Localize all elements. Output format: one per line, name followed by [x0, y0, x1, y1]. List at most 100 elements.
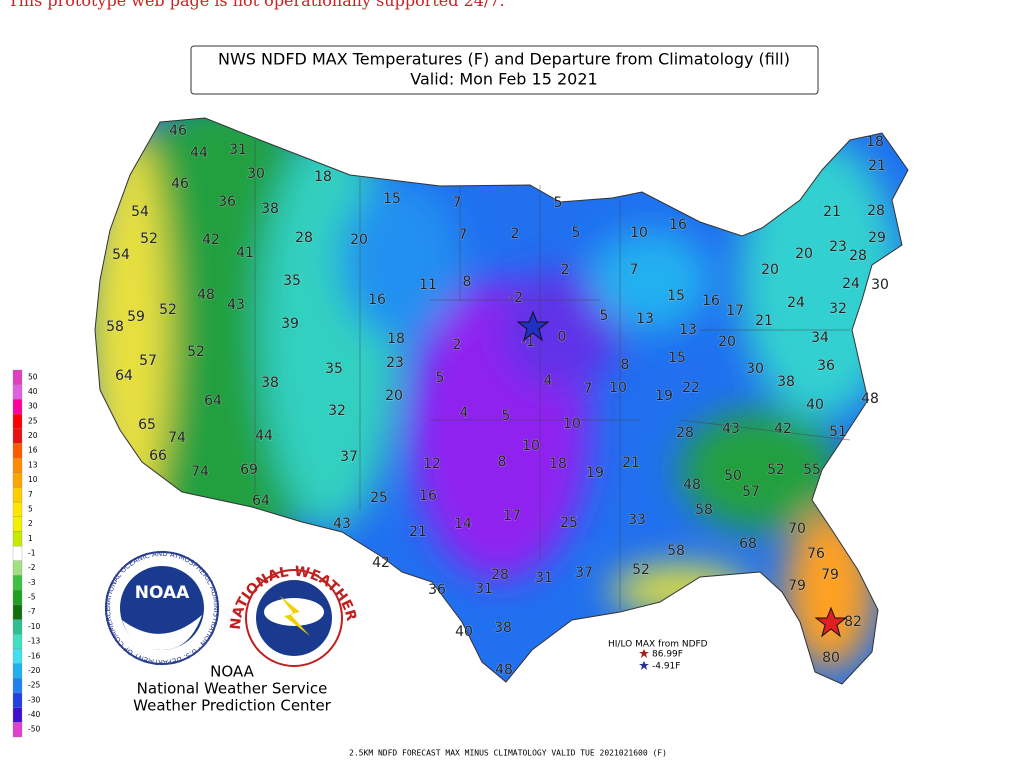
legend-swatch	[12, 487, 23, 503]
hilo-low: -4.91F	[652, 662, 680, 672]
temperature-label: 21	[755, 313, 773, 329]
hilo-box: HI/LO MAX from NDFD 86.99F -4.91F	[608, 640, 708, 672]
temperature-label: 79	[821, 567, 839, 583]
legend-swatch	[12, 413, 23, 429]
temperature-label: 20	[761, 262, 779, 278]
temperature-label: 28	[867, 203, 885, 219]
temperature-label: 10	[609, 380, 627, 396]
title: NWS NDFD MAX Temperatures (F) and Depart…	[218, 50, 790, 69]
temperature-label: 40	[806, 397, 824, 413]
temperature-label: 23	[386, 355, 404, 371]
temperature-label: 30	[247, 166, 265, 182]
temperature-label: 34	[811, 330, 829, 346]
legend-label: 40	[28, 387, 38, 396]
temperature-label: 38	[261, 201, 279, 217]
noaa-logo-text: NOAA	[135, 583, 190, 603]
legend-swatch	[12, 634, 23, 650]
legend-swatch	[12, 457, 23, 473]
temperature-label: 4	[460, 405, 469, 421]
temperature-label: 5	[554, 195, 563, 211]
temperature-label: 16	[669, 217, 687, 233]
temperature-label: 66	[149, 448, 167, 464]
temperature-label: 8	[498, 454, 507, 470]
temperature-label: 58	[106, 319, 124, 335]
legend-label: -7	[28, 607, 36, 616]
temperature-label: 18	[387, 331, 405, 347]
legend-swatch	[12, 692, 23, 708]
temperature-label: 46	[171, 176, 189, 192]
legend-swatch	[12, 501, 23, 517]
legend-label: 25	[28, 416, 38, 425]
temperature-label: 18	[549, 456, 567, 472]
temperature-label: 5	[436, 370, 445, 386]
temperature-label: 50	[724, 468, 742, 484]
temperature-label: 20	[350, 232, 368, 248]
temperature-label: 29	[868, 230, 886, 246]
temperature-label: 7	[630, 262, 639, 278]
temperature-label: 80	[822, 650, 840, 666]
temperature-label: 48	[197, 287, 215, 303]
legend-label: 30	[28, 402, 38, 411]
legend-label: 2	[28, 519, 33, 528]
noaa-bird	[122, 615, 202, 650]
footer: 2.5KM NDFD FORECAST MAX MINUS CLIMATOLOG…	[349, 749, 667, 758]
temperature-label: 51	[829, 424, 847, 440]
temperature-label: 23	[829, 239, 847, 255]
temperature-label: 2	[561, 262, 570, 278]
temperature-label: 55	[803, 462, 821, 478]
credit-nws: National Weather Service	[137, 680, 328, 698]
temperature-label: 24	[787, 295, 805, 311]
temperature-label: 20	[718, 334, 736, 350]
temperature-label: 0	[558, 329, 567, 345]
temperature-label: 52	[632, 562, 650, 578]
temperature-label: 33	[628, 512, 646, 528]
temperature-label: 21	[622, 455, 640, 471]
temperature-label: 52	[140, 231, 158, 247]
temperature-label: 19	[655, 388, 673, 404]
temperature-label: 74	[168, 430, 186, 446]
temperature-label: 4	[544, 373, 553, 389]
temperature-label: 16	[419, 488, 437, 504]
temperature-label: 18	[314, 169, 332, 185]
temperature-label: 28	[295, 230, 313, 246]
legend-swatch	[12, 678, 23, 694]
legend-swatch	[12, 384, 23, 400]
temperature-label: 68	[739, 536, 757, 552]
temperature-label: 15	[383, 191, 401, 207]
legend-label: 16	[28, 446, 38, 455]
temperature-label: 5	[572, 225, 581, 241]
temperature-label: 16	[368, 292, 386, 308]
temperature-label: 36	[428, 582, 446, 598]
legend-label: 7	[28, 490, 33, 499]
temperature-label: 69	[240, 462, 258, 478]
temperature-label: 16	[702, 293, 720, 309]
temperature-label: 42	[372, 555, 390, 571]
temperature-label: 64	[204, 393, 222, 409]
temperature-label: 39	[281, 316, 299, 332]
temperature-label: 48	[495, 662, 513, 678]
hilo-low-star	[639, 661, 649, 670]
legend-label: -1	[28, 549, 36, 558]
legend-label: -50	[28, 725, 40, 734]
temperature-label: 40	[455, 624, 473, 640]
legend-swatch	[12, 619, 23, 635]
temperature-label: 18	[866, 134, 884, 150]
temperature-label: 58	[667, 543, 685, 559]
temperature-label: 54	[112, 247, 130, 263]
temperature-label: 58	[695, 502, 713, 518]
temperature-label: 28	[676, 425, 694, 441]
temperature-label: 8	[621, 357, 630, 373]
temperature-label: 59	[127, 309, 145, 325]
temperature-label: 35	[325, 361, 343, 377]
hilo-high: 86.99F	[652, 650, 683, 660]
temperature-label: 37	[340, 449, 358, 465]
temperature-label: 79	[788, 578, 806, 594]
temperature-label: 2	[511, 226, 520, 242]
legend-swatch	[12, 399, 23, 415]
temperature-label: 5	[502, 408, 511, 424]
temperature-label: 2	[453, 337, 462, 353]
legend-label: -10	[28, 622, 40, 631]
subtitle: Valid: Mon Feb 15 2021	[410, 70, 597, 89]
legend-swatch	[12, 369, 23, 385]
temperature-label: 7	[584, 381, 593, 397]
